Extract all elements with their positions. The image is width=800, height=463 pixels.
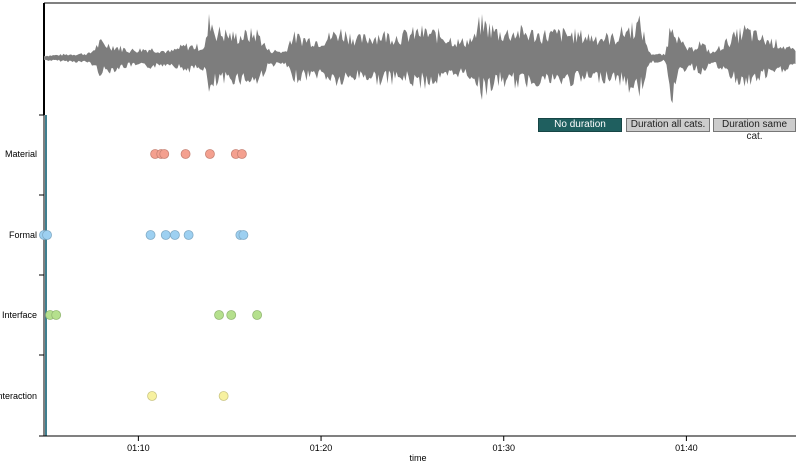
x-axis-label: time	[409, 453, 426, 463]
waveform-panel[interactable]	[43, 2, 796, 115]
event-points	[39, 149, 263, 401]
y-tick-label-formal: Formal	[9, 230, 37, 240]
time-axis: time 01:10 01:20 01:30 01:40	[44, 435, 796, 463]
duration-all-categories-button[interactable]: Duration all cats.	[626, 118, 710, 132]
category-axis: Material Formal Interface Interaction	[0, 114, 47, 437]
event-point-material[interactable]	[159, 149, 170, 159]
no-duration-button[interactable]: No duration	[538, 118, 622, 132]
event-point-formal[interactable]	[183, 230, 194, 240]
y-tick-label-interface: Interface	[2, 310, 37, 320]
x-tick-label: 01:40	[675, 443, 698, 453]
event-point-material[interactable]	[236, 149, 247, 159]
event-point-interaction[interactable]	[218, 391, 229, 401]
x-tick-label: 01:20	[310, 443, 333, 453]
event-point-interaction[interactable]	[147, 391, 157, 401]
x-tick-label: 01:30	[492, 443, 515, 453]
duration-same-category-button[interactable]: Duration same cat.	[713, 118, 796, 142]
x-tick-label: 01:10	[127, 443, 150, 453]
y-tick-label-interaction: Interaction	[0, 391, 37, 401]
event-point-interface[interactable]	[226, 310, 237, 320]
y-tick-label-material: Material	[5, 149, 37, 159]
event-point-material[interactable]	[205, 149, 215, 159]
event-point-interface[interactable]	[51, 310, 62, 320]
audio-waveform	[44, 13, 796, 104]
event-point-formal[interactable]	[42, 230, 52, 240]
event-point-interface[interactable]	[252, 310, 263, 320]
event-point-interface[interactable]	[214, 310, 224, 320]
event-point-formal[interactable]	[238, 230, 249, 240]
event-point-material[interactable]	[180, 149, 191, 159]
event-point-formal[interactable]	[145, 230, 156, 240]
event-point-formal[interactable]	[160, 230, 171, 240]
event-point-formal[interactable]	[170, 230, 180, 240]
